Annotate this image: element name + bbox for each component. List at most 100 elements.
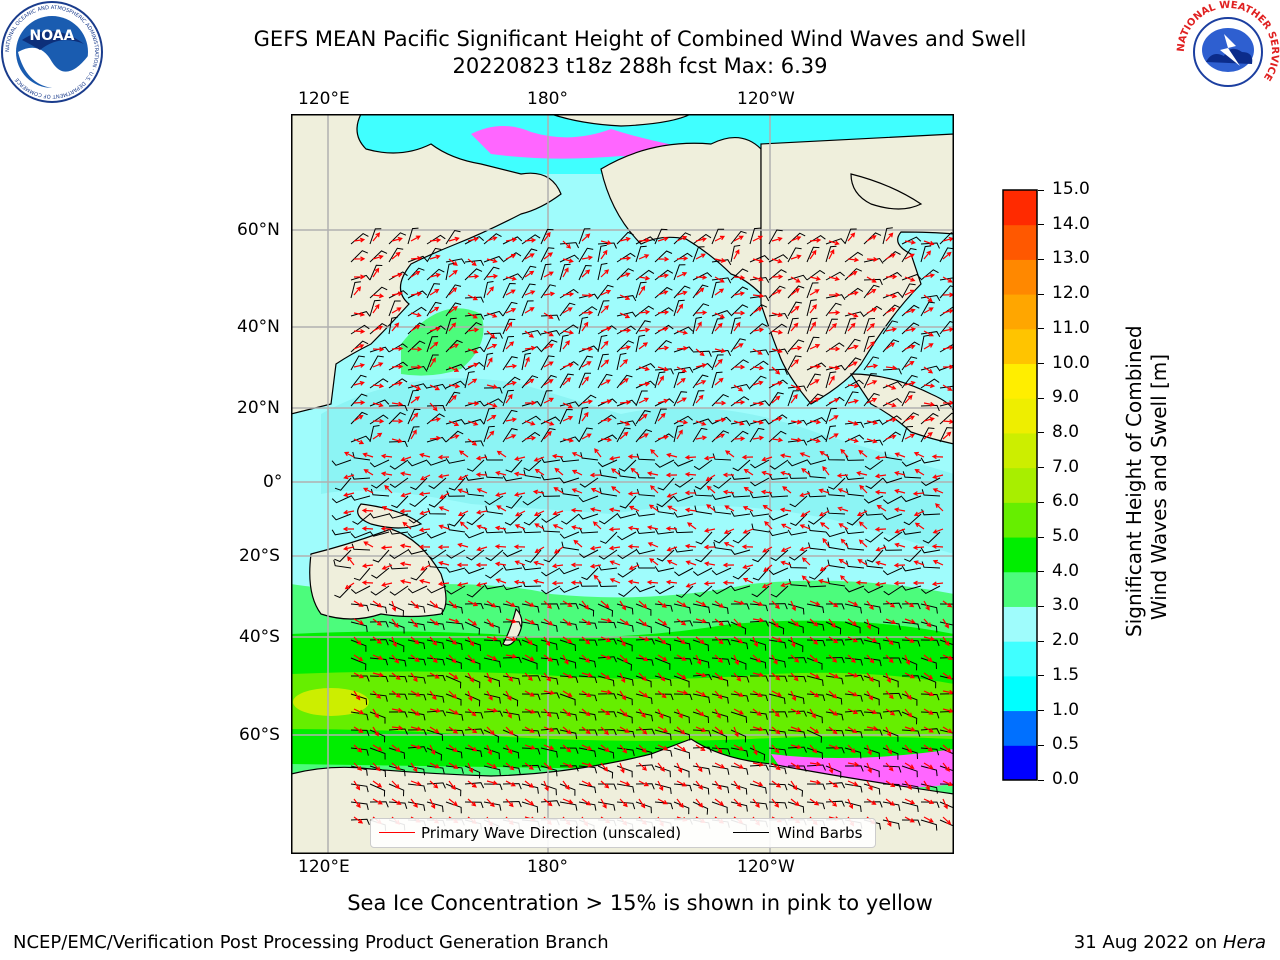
wave-direction-arrow [448, 343, 460, 350]
wind-barb [485, 567, 504, 579]
wave-direction-arrow [505, 237, 518, 243]
wave-direction-arrow [799, 492, 811, 498]
wind-barb [863, 392, 880, 407]
wave-direction-arrow [790, 437, 803, 443]
wave-direction-arrow [752, 380, 764, 386]
wave-direction-arrow [923, 600, 930, 611]
wind-barb [597, 398, 618, 407]
wind-barb [863, 284, 880, 299]
wind-barb [540, 427, 556, 443]
wind-barb [540, 747, 558, 758]
colorbar-segment [1003, 328, 1037, 365]
wind-barb [635, 693, 653, 705]
wave-direction-arrow [429, 272, 441, 278]
wind-barb [388, 728, 408, 735]
wave-direction-arrow [486, 312, 498, 318]
nws-logo: NATIONAL WEATHER SERVICE [1176, 0, 1280, 100]
wind-barb [787, 729, 806, 739]
wave-direction-arrow [858, 449, 868, 458]
wind-barb [521, 300, 534, 317]
wind-barb [674, 477, 694, 488]
wave-direction-arrow [885, 762, 894, 772]
wind-barb [844, 674, 864, 681]
wave-direction-arrow [448, 420, 460, 427]
wind-barb [711, 657, 731, 666]
wave-direction-arrow [743, 468, 754, 476]
wave-direction-arrow [790, 798, 800, 807]
wave-direction-arrow [838, 558, 849, 566]
wave-direction-arrow [429, 288, 440, 296]
wind-barb [713, 477, 732, 489]
wind-barb [350, 729, 370, 737]
wave-direction-arrow [381, 564, 393, 570]
colorbar-tick-mark [1038, 328, 1044, 330]
wind-barb [692, 427, 708, 443]
wind-barb [503, 639, 522, 646]
wave-direction-arrow [448, 690, 457, 699]
wave-direction-arrow [391, 401, 404, 407]
wind-barb [407, 621, 426, 631]
wave-direction-arrow [828, 310, 841, 316]
wind-barb [597, 353, 609, 371]
wave-direction-arrow [543, 636, 551, 647]
wind-barb [599, 469, 618, 479]
wave-direction-arrow [353, 654, 364, 662]
wind-barb [559, 302, 576, 317]
wave-direction-arrow [685, 560, 697, 566]
wind-barb [616, 295, 637, 302]
wind-barb [787, 301, 802, 317]
wave-direction-arrow [923, 294, 933, 303]
wind-barb [635, 675, 652, 688]
wind-barb [464, 675, 481, 689]
wave-direction-arrow [790, 744, 802, 750]
y-tick-40s: 40°S [239, 627, 280, 647]
wave-direction-arrow [771, 312, 783, 318]
wave-direction-arrow [437, 581, 450, 587]
wave-direction-arrow [524, 798, 535, 806]
wave-direction-arrow [372, 690, 382, 699]
wind-barb [882, 477, 903, 484]
wave-direction-arrow [714, 690, 723, 700]
wave-direction-arrow [695, 600, 707, 607]
wind-barb [749, 427, 765, 443]
wave-direction-arrow [657, 762, 665, 772]
wind-barb [426, 283, 441, 299]
wind-barb [540, 284, 557, 299]
wind-barb [654, 368, 674, 375]
wind-barb [388, 693, 408, 700]
wave-direction-arrow [372, 726, 379, 737]
wind-barb [578, 228, 591, 245]
legend-label-wind-barbs: Wind Barbs [777, 824, 863, 842]
wave-direction-arrow [486, 273, 499, 279]
wind-barb [863, 603, 882, 613]
colorbar-tick-mark [1038, 363, 1044, 365]
wave-direction-arrow [475, 562, 488, 568]
wave-direction-arrow [552, 524, 564, 530]
wave-direction-arrow [885, 600, 896, 608]
colorbar-segment [1003, 398, 1037, 434]
wave-direction-arrow [733, 618, 742, 628]
wave-direction-arrow [619, 744, 628, 754]
wind-barb [483, 281, 494, 299]
wave-direction-arrow [448, 672, 459, 680]
colorbar-tick-mark [1038, 675, 1044, 677]
wave-direction-arrow [742, 506, 754, 512]
wave-direction-arrow [638, 285, 646, 296]
wave-direction-arrow [790, 288, 800, 296]
wave-direction-arrow [742, 564, 754, 570]
wave-direction-arrow [524, 726, 535, 733]
wave-direction-arrow [809, 379, 820, 386]
wave-direction-arrow [665, 526, 678, 532]
wave-direction-arrow [363, 541, 374, 548]
wind-barb [521, 764, 541, 772]
wave-direction-arrow [733, 672, 742, 682]
wave-direction-arrow [410, 636, 420, 645]
wave-direction-arrow [581, 744, 593, 751]
wave-direction-arrow [543, 231, 551, 242]
wave-band-7m [293, 688, 369, 716]
wind-barb [901, 565, 922, 572]
wave-direction-arrow [763, 564, 773, 572]
wind-barb [598, 549, 618, 560]
wave-direction-arrow [505, 417, 518, 423]
wind-barb [787, 355, 802, 371]
